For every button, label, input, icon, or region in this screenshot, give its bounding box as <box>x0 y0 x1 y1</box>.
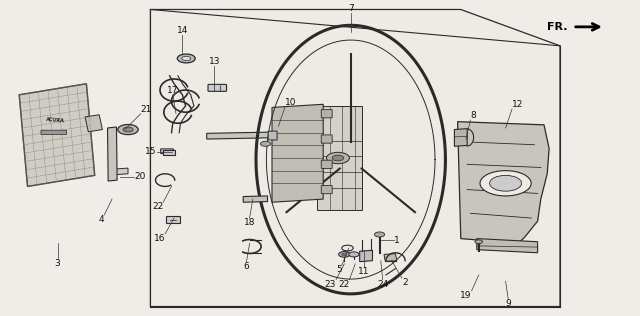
Text: 22: 22 <box>152 202 163 211</box>
Text: 4: 4 <box>99 215 104 224</box>
Circle shape <box>118 125 138 135</box>
Circle shape <box>480 171 531 196</box>
Polygon shape <box>454 129 467 146</box>
Text: 13: 13 <box>209 58 220 66</box>
Circle shape <box>260 141 271 146</box>
Text: 1: 1 <box>394 236 399 245</box>
Polygon shape <box>114 168 128 175</box>
Text: 10: 10 <box>285 99 296 107</box>
Polygon shape <box>317 106 362 210</box>
Circle shape <box>326 152 349 164</box>
Polygon shape <box>207 132 272 139</box>
Circle shape <box>490 175 522 191</box>
Polygon shape <box>272 104 323 202</box>
Text: FR.: FR. <box>547 22 568 32</box>
Polygon shape <box>150 9 560 307</box>
Text: 23: 23 <box>324 280 336 289</box>
Circle shape <box>332 155 344 161</box>
Text: 8: 8 <box>470 111 476 120</box>
Text: 24: 24 <box>377 280 388 289</box>
FancyBboxPatch shape <box>268 131 277 140</box>
Text: 18: 18 <box>244 218 255 227</box>
Circle shape <box>123 127 133 132</box>
Text: 19: 19 <box>460 291 472 300</box>
FancyBboxPatch shape <box>41 130 67 135</box>
Circle shape <box>177 54 195 63</box>
Text: ACURA: ACURA <box>45 117 65 123</box>
Polygon shape <box>384 254 397 261</box>
Text: 11: 11 <box>358 267 369 276</box>
Text: 3: 3 <box>55 259 60 268</box>
Text: 17: 17 <box>167 86 179 95</box>
Polygon shape <box>477 239 538 253</box>
Polygon shape <box>243 196 268 202</box>
FancyBboxPatch shape <box>321 110 332 118</box>
Text: 9: 9 <box>506 299 511 307</box>
Text: 5: 5 <box>336 265 342 274</box>
Circle shape <box>349 252 359 257</box>
Polygon shape <box>458 122 549 243</box>
Circle shape <box>475 240 483 244</box>
Text: 20: 20 <box>134 173 146 181</box>
Text: 7: 7 <box>348 4 353 13</box>
Circle shape <box>182 56 191 61</box>
FancyBboxPatch shape <box>163 150 175 155</box>
Text: 2: 2 <box>402 278 408 287</box>
Polygon shape <box>360 250 372 262</box>
Text: 16: 16 <box>154 234 165 243</box>
Polygon shape <box>19 84 95 186</box>
Polygon shape <box>85 115 102 132</box>
Text: 12: 12 <box>512 100 524 109</box>
FancyBboxPatch shape <box>321 135 332 143</box>
Circle shape <box>339 252 350 257</box>
Text: 14: 14 <box>177 26 188 35</box>
Polygon shape <box>108 127 117 181</box>
Circle shape <box>342 253 347 256</box>
FancyBboxPatch shape <box>208 84 227 91</box>
Text: 21: 21 <box>141 105 152 114</box>
Circle shape <box>374 232 385 237</box>
FancyBboxPatch shape <box>321 185 332 194</box>
Text: 22: 22 <box>338 280 349 289</box>
Text: 6: 6 <box>244 262 249 271</box>
Text: 15: 15 <box>145 147 157 156</box>
FancyBboxPatch shape <box>166 216 180 223</box>
FancyBboxPatch shape <box>321 160 332 168</box>
FancyBboxPatch shape <box>161 149 173 154</box>
